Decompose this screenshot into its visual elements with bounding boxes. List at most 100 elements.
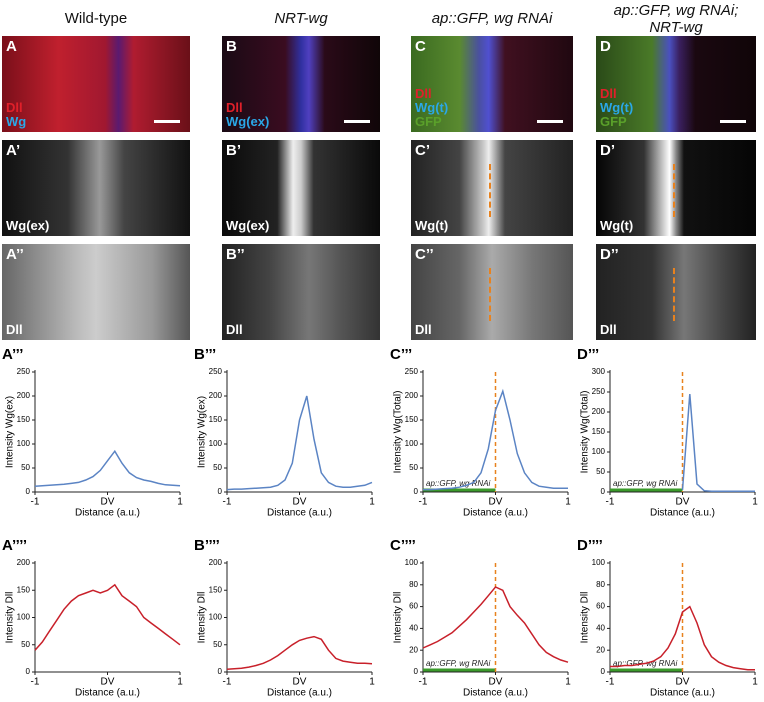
y-tick-label: 60 xyxy=(409,602,418,611)
y-tick-label: 200 xyxy=(405,391,419,400)
scale-bar xyxy=(720,120,746,123)
channel-labels: Dll Wg(t) GFP xyxy=(415,87,448,129)
y-tick-label: 0 xyxy=(414,667,419,676)
channel-labels: Dll Wg xyxy=(6,101,26,129)
y-tick-label: 100 xyxy=(405,558,419,567)
channel-labels: Dll Wg(ex) xyxy=(226,101,269,129)
y-tick-label: 300 xyxy=(592,367,606,376)
panel-label: C xyxy=(415,38,426,55)
data-line xyxy=(34,449,181,487)
panel-label: B’ xyxy=(226,142,241,159)
x-axis-label: Distance (a.u.) xyxy=(75,688,140,699)
channel-label: Wg(t) xyxy=(600,100,634,115)
y-tick-label: 0 xyxy=(601,667,606,676)
panel-label: B xyxy=(226,38,237,55)
y-tick-label: 0 xyxy=(26,487,31,496)
column-title: Wild-type xyxy=(0,10,200,27)
y-tick-label: 60 xyxy=(596,602,605,611)
x-tick-label: DV xyxy=(489,677,503,688)
title-line: NRT-wg xyxy=(649,19,703,36)
image-panel: A’ Wg(ex) xyxy=(2,140,190,236)
panel-label: A’’’’ xyxy=(2,537,27,554)
y-tick-label: 150 xyxy=(405,415,419,424)
y-tick-label: 200 xyxy=(17,391,31,400)
channel-labels: Wg(ex) xyxy=(226,219,269,233)
channel-labels: Dll xyxy=(415,323,432,337)
y-tick-label: 0 xyxy=(26,667,31,676)
y-tick-label: 250 xyxy=(592,387,606,396)
x-axis-label: Distance (a.u.) xyxy=(650,508,715,519)
channel-label: Wg(ex) xyxy=(226,114,270,129)
image-panel: C Dll Wg(t) GFP xyxy=(411,36,573,132)
panel-label: A’’ xyxy=(6,246,24,263)
dv-marker xyxy=(672,164,675,217)
channel-labels: Dll xyxy=(600,323,617,337)
channel-label: Dll xyxy=(6,100,23,115)
x-tick-label: -1 xyxy=(223,677,232,688)
annotation-text: ap::GFP, wg RNAi xyxy=(426,479,491,488)
panel-label: D’’’ xyxy=(577,346,599,363)
dv-marker xyxy=(488,164,491,217)
y-axis-label: Intensity Wg(Total) xyxy=(393,391,404,474)
x-tick-label: -1 xyxy=(31,677,40,688)
x-axis-label: Distance (a.u.) xyxy=(463,508,528,519)
x-tick-label: 1 xyxy=(752,677,758,688)
image-panel: B Dll Wg(ex) xyxy=(222,36,380,132)
y-tick-label: 250 xyxy=(17,367,31,376)
panel-label: A xyxy=(6,38,17,55)
y-axis-label: Intensity Wg(ex) xyxy=(197,396,208,468)
channel-label: Dll xyxy=(415,322,432,337)
y-tick-label: 200 xyxy=(209,558,223,567)
column-title: ap::GFP, wg RNAi xyxy=(401,10,583,27)
y-tick-label: 150 xyxy=(209,415,223,424)
x-axis-label: Distance (a.u.) xyxy=(650,688,715,699)
channel-label: Dll xyxy=(226,322,243,337)
x-tick-label: 1 xyxy=(565,677,571,688)
image-panel: A Dll Wg xyxy=(2,36,190,132)
y-tick-label: 80 xyxy=(596,580,605,589)
column-title: NRT-wg xyxy=(212,10,390,27)
y-tick-label: 0 xyxy=(218,667,223,676)
x-tick-label: 1 xyxy=(369,677,375,688)
x-axis-label: Distance (a.u.) xyxy=(463,688,528,699)
channel-labels: Wg(t) xyxy=(415,219,448,233)
scale-bar xyxy=(154,120,180,123)
y-tick-label: 0 xyxy=(414,487,419,496)
y-tick-label: 100 xyxy=(405,439,419,448)
y-tick-label: 100 xyxy=(592,558,606,567)
y-tick-label: 80 xyxy=(409,580,418,589)
channel-label: Dll xyxy=(6,322,23,337)
x-tick-label: DV xyxy=(293,497,307,508)
channel-label: Wg(t) xyxy=(600,218,634,233)
data-line xyxy=(226,635,373,671)
data-line xyxy=(34,583,181,651)
panel-label: B’’ xyxy=(226,246,245,263)
x-tick-label: DV xyxy=(293,677,307,688)
panel-label: B’’’ xyxy=(194,346,216,363)
title-line: ap::GFP, wg RNAi xyxy=(431,10,553,27)
dv-marker xyxy=(488,268,491,321)
title-line: NRT-wg xyxy=(274,10,328,27)
image-panel: D Dll Wg(t) GFP xyxy=(596,36,756,132)
x-tick-label: -1 xyxy=(606,497,615,508)
data-line xyxy=(610,605,755,671)
channel-label: Wg(t) xyxy=(415,218,449,233)
image-panel: B’ Wg(ex) xyxy=(222,140,380,236)
channel-labels: Wg(t) xyxy=(600,219,633,233)
y-tick-label: 50 xyxy=(213,640,222,649)
panel-label: D’’ xyxy=(600,246,619,263)
y-tick-label: 100 xyxy=(209,613,223,622)
y-tick-label: 250 xyxy=(209,367,223,376)
column-title: ap::GFP, wg RNAi; NRT-wg xyxy=(586,2,764,36)
panel-label: A’’’ xyxy=(2,346,23,363)
y-tick-label: 50 xyxy=(213,463,222,472)
y-tick-label: 200 xyxy=(209,391,223,400)
channel-label: GFP xyxy=(415,114,442,129)
scale-bar xyxy=(537,120,563,123)
x-axis-label: Distance (a.u.) xyxy=(75,508,140,519)
y-tick-label: 0 xyxy=(601,487,606,496)
y-tick-label: 0 xyxy=(218,487,223,496)
image-panel: C’ Wg(t) xyxy=(411,140,573,236)
channel-labels: Dll xyxy=(226,323,243,337)
